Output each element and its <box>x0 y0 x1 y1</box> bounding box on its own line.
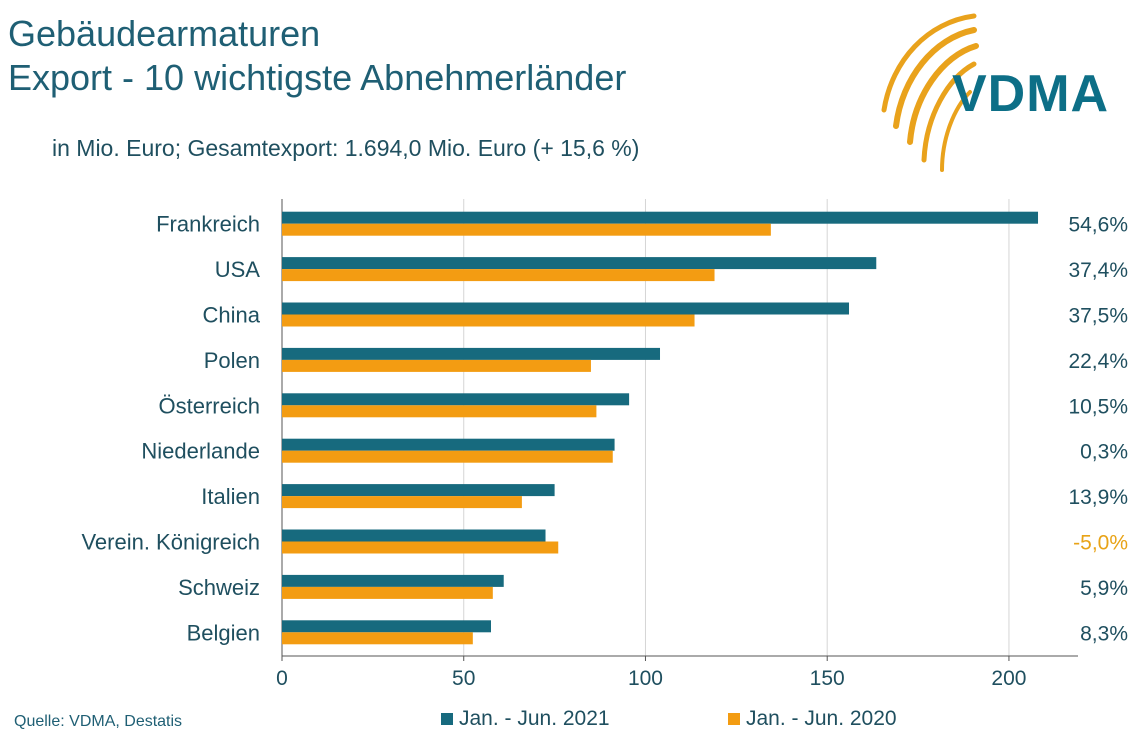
bar-2020 <box>282 632 473 645</box>
logo-text: VDMA <box>952 65 1110 123</box>
bar-2021 <box>282 529 546 542</box>
legend-item-2021: Jan. - Jun. 2021 <box>441 707 610 731</box>
bar-2021 <box>282 347 661 360</box>
source-note: Quelle: VDMA, Destatis <box>14 713 183 730</box>
change-percent-label: 37,5% <box>1068 305 1128 328</box>
category-label: Frankreich <box>156 212 260 237</box>
category-label: Österreich <box>159 393 260 418</box>
bar-2021 <box>282 257 877 270</box>
bar-2020 <box>282 269 715 282</box>
bar-2021 <box>282 620 491 633</box>
category-label: Belgien <box>187 620 260 645</box>
bar-2021 <box>282 302 850 315</box>
x-tick-label: 150 <box>810 667 845 690</box>
change-percent-label: 22,4% <box>1068 350 1128 373</box>
category-label: Verein. Königreich <box>81 530 260 555</box>
legend-swatch-2021 <box>441 713 453 725</box>
bar-2021 <box>282 438 615 451</box>
logo-arcs-icon <box>881 13 979 172</box>
bar-2020 <box>282 359 591 372</box>
legend-swatch-2020 <box>728 713 740 725</box>
change-percent-label: 8,3% <box>1080 622 1128 645</box>
bar-2020 <box>282 541 559 554</box>
change-percent-label: 10,5% <box>1068 395 1128 418</box>
bar-2020 <box>282 223 771 236</box>
x-tick-label: 0 <box>276 667 288 690</box>
legend-label-2021: Jan. - Jun. 2021 <box>459 707 610 730</box>
bar-2021 <box>282 211 1039 224</box>
bar-2020 <box>282 450 613 463</box>
chart-subtitle: in Mio. Euro; Gesamtexport: 1.694,0 Mio.… <box>52 135 640 161</box>
bar-2020 <box>282 496 522 509</box>
bar-2021 <box>282 484 555 497</box>
chart-title: Gebäudearmaturen Export - 10 wichtigste … <box>8 12 626 100</box>
category-label: Niederlande <box>141 439 260 464</box>
change-percent-label: 54,6% <box>1068 214 1128 237</box>
title-line-1: Gebäudearmaturen <box>8 13 321 54</box>
x-tick-label: 100 <box>628 667 663 690</box>
bar-2021 <box>282 393 630 406</box>
category-label: Polen <box>204 348 260 373</box>
change-percent-label: 5,9% <box>1080 577 1128 600</box>
category-label: USA <box>215 257 261 282</box>
bar-2020 <box>282 314 695 327</box>
change-percent-label: -5,0% <box>1073 532 1128 555</box>
bar-2020 <box>282 586 493 599</box>
category-label: Italien <box>201 484 260 509</box>
change-percent-label: 37,4% <box>1068 259 1128 282</box>
change-percent-label: 13,9% <box>1068 486 1128 509</box>
category-label: Schweiz <box>178 575 260 600</box>
bar-2020 <box>282 405 597 418</box>
change-percent-label: 0,3% <box>1080 441 1128 464</box>
legend-label-2020: Jan. - Jun. 2020 <box>746 707 897 730</box>
bar-2021 <box>282 574 504 587</box>
title-line-2: Export - 10 wichtigste Abnehmerländer <box>8 57 627 98</box>
x-tick-label: 200 <box>991 667 1026 690</box>
vdma-logo: VDMA <box>862 8 1138 178</box>
category-label: China <box>203 303 261 328</box>
legend-item-2020: Jan. - Jun. 2020 <box>728 707 897 731</box>
x-tick-label: 50 <box>452 667 475 690</box>
